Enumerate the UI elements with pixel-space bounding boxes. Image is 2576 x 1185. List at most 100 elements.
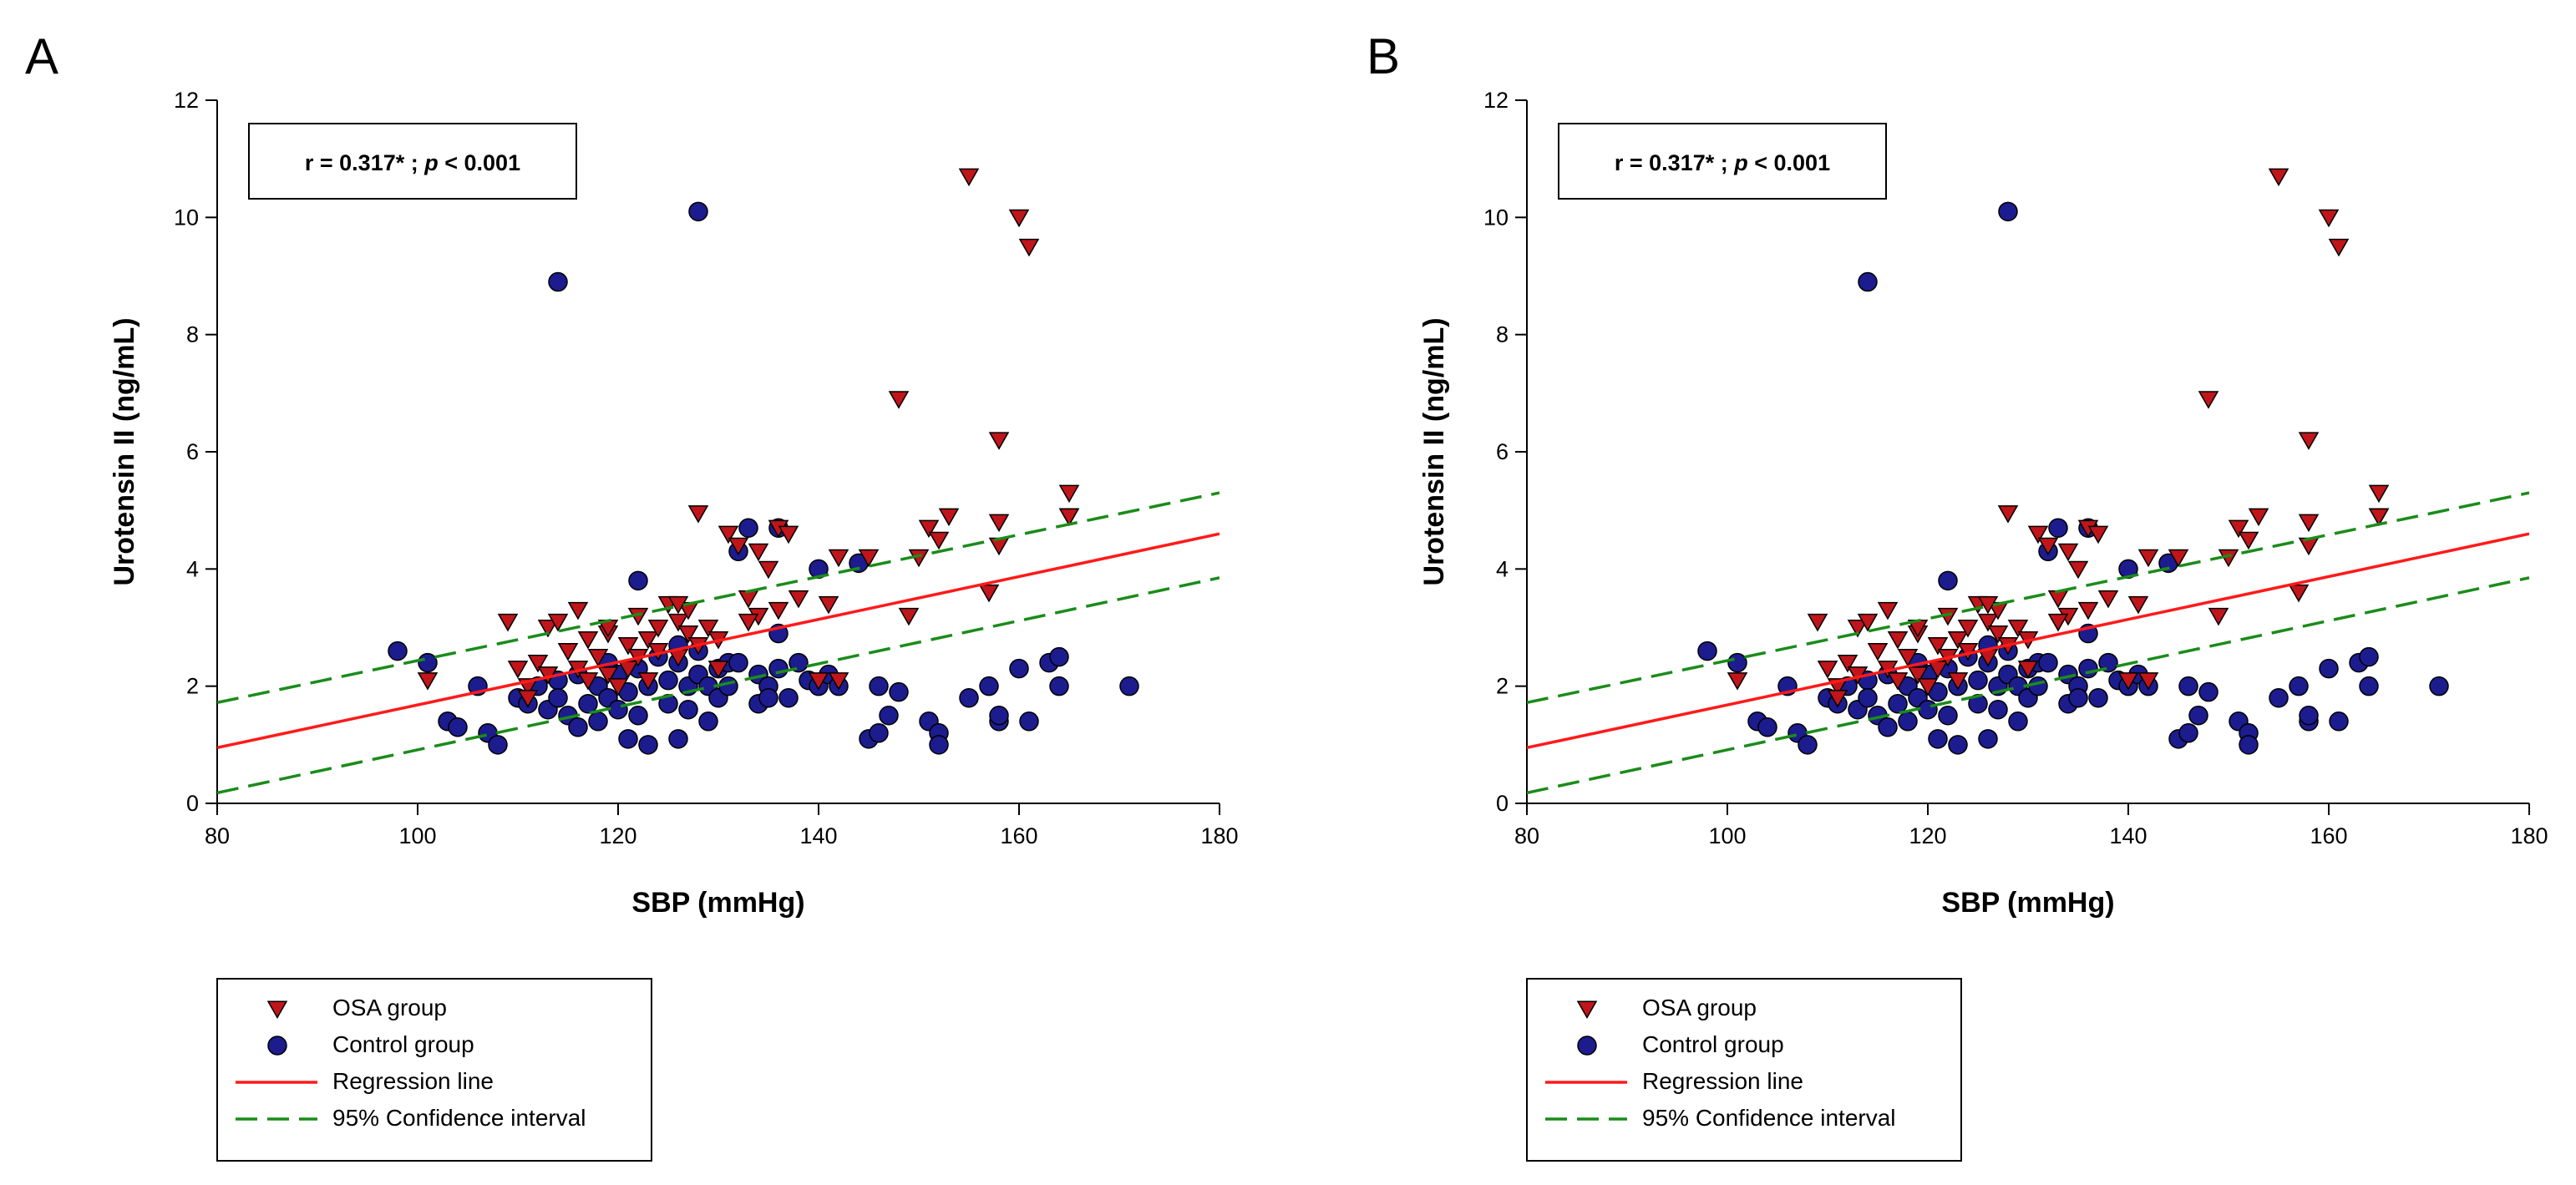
osa-point — [2298, 432, 2320, 450]
annotation-box — [248, 123, 577, 200]
osa-point — [2208, 607, 2229, 626]
annotation-pvalue: < 0.001 — [439, 150, 520, 175]
osa-point — [818, 595, 839, 615]
legend-control-label: Control group — [1642, 1031, 1784, 1057]
osa-point — [2318, 209, 2340, 228]
y-tick-label: 6 — [1496, 439, 1509, 464]
control-point — [1988, 699, 2008, 720]
control-point — [2088, 687, 2108, 708]
control-point — [678, 699, 698, 720]
osa-point — [697, 619, 719, 638]
osa-point — [778, 525, 799, 544]
legend-regression-label: Regression line — [1642, 1068, 1803, 1094]
osa-point — [2238, 531, 2259, 550]
osa-point — [958, 168, 980, 187]
ci-upper-line — [217, 491, 1220, 705]
legend-osa-label: OSA group — [332, 995, 447, 1020]
control-point — [548, 687, 568, 708]
osa-point — [2087, 525, 2109, 544]
ci-lower-line — [217, 576, 1220, 795]
osa-point — [918, 519, 940, 539]
osa-point — [888, 391, 910, 409]
osa-point — [677, 625, 699, 644]
osa-point — [557, 643, 579, 661]
osa-point — [517, 690, 539, 708]
osa-point — [898, 607, 920, 626]
osa-point — [828, 672, 849, 691]
y-tick-label: 2 — [1496, 674, 1509, 699]
control-point — [758, 687, 778, 708]
control-point — [959, 687, 979, 708]
osa-point — [617, 637, 639, 656]
control-point — [1119, 676, 1139, 696]
osa-point — [988, 537, 1010, 556]
osa-point — [1927, 637, 1949, 656]
control-point — [929, 735, 949, 755]
osa-point — [2298, 537, 2320, 556]
control-point — [2239, 735, 2259, 755]
osa-point — [1977, 595, 1999, 615]
osa-point — [2017, 661, 2039, 679]
control-point — [448, 717, 468, 737]
regression-line — [1527, 532, 2529, 750]
x-tick-label: 180 — [2510, 823, 2548, 848]
osa-point — [637, 630, 659, 650]
osa-point — [738, 613, 759, 632]
ci-lower-line — [1527, 576, 2529, 795]
y-axis-label: Urotensin II (ng/mL) — [1418, 317, 1450, 585]
control-point — [2188, 706, 2208, 726]
x-axis-label: SBP (mmHg) — [1941, 887, 2114, 919]
control-point — [1858, 271, 1878, 292]
control-point — [738, 518, 758, 538]
x-tick-label: 80 — [205, 823, 230, 848]
control-point — [2068, 687, 2088, 708]
control-point — [1049, 676, 1069, 696]
osa-point — [1947, 672, 1969, 691]
x-axis-label: SBP (mmHg) — [631, 887, 804, 919]
osa-point — [1887, 630, 1909, 650]
y-tick-label: 0 — [186, 791, 199, 816]
control-point — [588, 712, 608, 732]
legend-box — [1526, 978, 1962, 1162]
x-tick-label: 120 — [1909, 823, 1946, 848]
osa-point — [2198, 391, 2219, 409]
control-point — [638, 735, 658, 755]
control-point — [628, 570, 648, 591]
legend-ci-label: 95% Confidence interval — [1642, 1105, 1896, 1131]
control-point — [418, 652, 438, 673]
y-tick-label: 4 — [186, 556, 199, 581]
osa-point — [667, 613, 689, 632]
control-point — [869, 723, 889, 743]
osa-point — [738, 590, 759, 609]
y-tick-label: 4 — [1496, 556, 1509, 581]
osa-point — [1947, 630, 1969, 650]
control-point — [488, 735, 508, 755]
chart-panel-b: B 0 2 4 6 8 10 12 80 100 120 140 160 180 SBP (mmHg) Uro… — [1367, 28, 2548, 1162]
osa-point — [527, 655, 549, 673]
osa-point — [1008, 209, 1030, 228]
fit-lines — [217, 491, 1220, 795]
chart-panel-a: A 0 2 4 6 8 10 12 80 100 120 140 160 180 SBP (mmHg) Uro… — [25, 28, 1239, 1162]
control-point — [668, 729, 688, 749]
osa-point — [828, 549, 849, 568]
osa-point — [587, 649, 609, 667]
annotation-p: p — [423, 150, 439, 175]
control-point — [2359, 676, 2379, 696]
osa-point — [1907, 666, 1929, 685]
control-point — [2319, 658, 2339, 679]
osa-point — [2027, 525, 2049, 544]
osa-point — [1847, 619, 1869, 638]
control-point — [628, 706, 648, 726]
osa-point — [497, 613, 519, 632]
annotation-pvalue: < 0.001 — [1748, 150, 1830, 175]
y-tick-label: 0 — [1496, 791, 1509, 816]
control-point — [1918, 699, 1938, 720]
control-point — [658, 670, 678, 691]
legend: OSA group Control group Regression line 95%… — [1526, 978, 1962, 1162]
control-point — [618, 729, 638, 749]
x-tick-label: 120 — [599, 823, 636, 848]
osa-point — [1807, 613, 1828, 632]
fit-lines — [1527, 491, 2529, 795]
osa-point — [2077, 601, 2099, 620]
